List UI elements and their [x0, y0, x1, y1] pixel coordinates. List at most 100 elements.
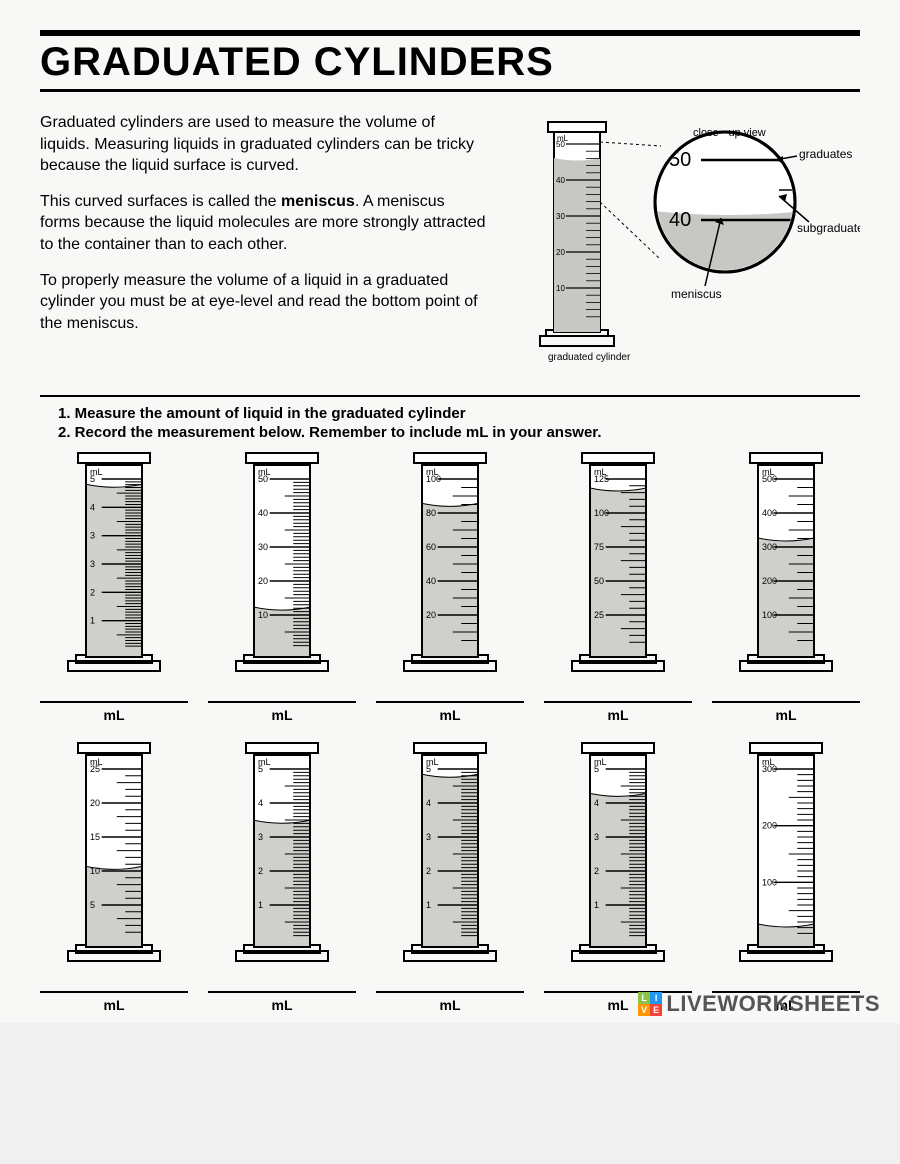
instructions: 1. Measure the amount of liquid in the g…	[58, 405, 860, 441]
svg-text:meniscus: meniscus	[671, 287, 722, 301]
answer-unit-label: mL	[104, 997, 125, 1013]
cylinder-grid: mL 5 4 3 3 2 1 mL mL 50 40 30 20 10 mL mL 100 80 60 40 20 mL m…	[40, 451, 860, 1013]
svg-text:15: 15	[90, 832, 100, 842]
answer-input-line[interactable]	[712, 687, 860, 703]
intro-p2: This curved surfaces is called the menis…	[40, 191, 486, 256]
title-rule-top	[40, 30, 860, 36]
cylinder-cell: mL54321mL	[208, 741, 356, 1013]
svg-text:30: 30	[258, 542, 268, 552]
svg-text:10: 10	[556, 284, 565, 293]
svg-text:graduated cylinder: graduated cylinder	[548, 352, 631, 363]
title-rule-bottom	[40, 89, 860, 92]
svg-text:3: 3	[426, 832, 431, 842]
svg-text:20: 20	[258, 576, 268, 586]
svg-text:300: 300	[762, 542, 777, 552]
svg-text:50: 50	[669, 149, 691, 171]
svg-text:3: 3	[90, 531, 95, 541]
svg-text:4: 4	[90, 502, 95, 512]
cylinder-cell: mL300200100mL	[712, 741, 860, 1013]
answer-unit-label: mL	[608, 997, 629, 1013]
svg-text:50: 50	[556, 140, 565, 149]
svg-text:close - up view: close - up view	[693, 127, 766, 139]
svg-text:5: 5	[90, 474, 95, 484]
cylinder-cell: mL500400300200100mL	[712, 451, 860, 723]
answer-unit-label: mL	[104, 707, 125, 723]
svg-text:graduates: graduates	[799, 147, 852, 161]
svg-text:10: 10	[258, 610, 268, 620]
cylinder-cell: mL54321mL	[376, 741, 524, 1013]
svg-text:200: 200	[762, 821, 777, 831]
svg-text:200: 200	[762, 576, 777, 586]
instruction-1: 1. Measure the amount of liquid in the g…	[58, 405, 860, 422]
svg-text:1: 1	[426, 900, 431, 910]
instruction-2: 2. Record the measurement below. Remembe…	[58, 424, 860, 441]
svg-text:100: 100	[594, 508, 609, 518]
svg-text:30: 30	[556, 212, 565, 221]
worksheet-page: GRADUATED CYLINDERS Graduated cylinders …	[0, 0, 900, 1023]
svg-text:5: 5	[426, 764, 431, 774]
page-title: GRADUATED CYLINDERS	[40, 40, 860, 85]
svg-text:4: 4	[258, 798, 263, 808]
svg-text:4: 4	[426, 798, 431, 808]
svg-text:20: 20	[426, 610, 436, 620]
svg-text:4: 4	[594, 798, 599, 808]
answer-input-line[interactable]	[544, 687, 692, 703]
svg-text:3: 3	[594, 832, 599, 842]
cylinder-cell: mL5040302010mL	[208, 451, 356, 723]
svg-text:25: 25	[90, 764, 100, 774]
svg-text:3: 3	[90, 559, 95, 569]
svg-text:1: 1	[90, 616, 95, 626]
svg-text:75: 75	[594, 542, 604, 552]
explainer-diagram: mL5040302010graduated cylinder5040close …	[500, 112, 860, 377]
intro-text: Graduated cylinders are used to measure …	[40, 112, 486, 348]
svg-text:2: 2	[594, 866, 599, 876]
answer-input-line[interactable]	[40, 977, 188, 993]
svg-text:5: 5	[258, 764, 263, 774]
svg-text:100: 100	[762, 610, 777, 620]
answer-input-line[interactable]	[208, 687, 356, 703]
answer-input-line[interactable]	[376, 977, 524, 993]
svg-text:500: 500	[762, 474, 777, 484]
svg-text:40: 40	[426, 576, 436, 586]
svg-text:25: 25	[594, 610, 604, 620]
svg-text:1: 1	[258, 900, 263, 910]
svg-text:2: 2	[90, 587, 95, 597]
cylinder-cell: mL543321mL	[40, 451, 188, 723]
intro-p1: Graduated cylinders are used to measure …	[40, 112, 486, 177]
cylinder-cell: mL10080604020mL	[376, 451, 524, 723]
svg-text:60: 60	[426, 542, 436, 552]
svg-text:50: 50	[594, 576, 604, 586]
svg-text:20: 20	[90, 798, 100, 808]
svg-text:subgraduates: subgraduates	[797, 221, 860, 235]
answer-unit-label: mL	[608, 707, 629, 723]
svg-text:40: 40	[669, 209, 691, 231]
svg-text:2: 2	[258, 866, 263, 876]
svg-text:80: 80	[426, 508, 436, 518]
answer-unit-label: mL	[776, 707, 797, 723]
watermark-text: LIVEWORKSHEETS	[666, 991, 880, 1017]
svg-text:40: 40	[556, 176, 565, 185]
answer-unit-label: mL	[272, 997, 293, 1013]
svg-text:10: 10	[90, 866, 100, 876]
svg-text:5: 5	[594, 764, 599, 774]
svg-text:5: 5	[90, 900, 95, 910]
svg-text:50: 50	[258, 474, 268, 484]
intro-section: Graduated cylinders are used to measure …	[40, 112, 860, 377]
answer-input-line[interactable]	[208, 977, 356, 993]
svg-text:125: 125	[594, 474, 609, 484]
cylinder-cell: mL252015105mL	[40, 741, 188, 1013]
answer-unit-label: mL	[440, 997, 461, 1013]
svg-text:100: 100	[762, 877, 777, 887]
answer-input-line[interactable]	[40, 687, 188, 703]
svg-text:40: 40	[258, 508, 268, 518]
intro-p3: To properly measure the volume of a liqu…	[40, 270, 486, 335]
watermark: LIVE LIVEWORKSHEETS	[638, 991, 880, 1017]
answer-unit-label: mL	[440, 707, 461, 723]
watermark-icon: LIVE	[638, 992, 662, 1016]
answer-input-line[interactable]	[376, 687, 524, 703]
section-divider	[40, 395, 860, 397]
svg-text:3: 3	[258, 832, 263, 842]
cylinder-cell: mL125100755025mL	[544, 451, 692, 723]
svg-text:400: 400	[762, 508, 777, 518]
answer-unit-label: mL	[272, 707, 293, 723]
